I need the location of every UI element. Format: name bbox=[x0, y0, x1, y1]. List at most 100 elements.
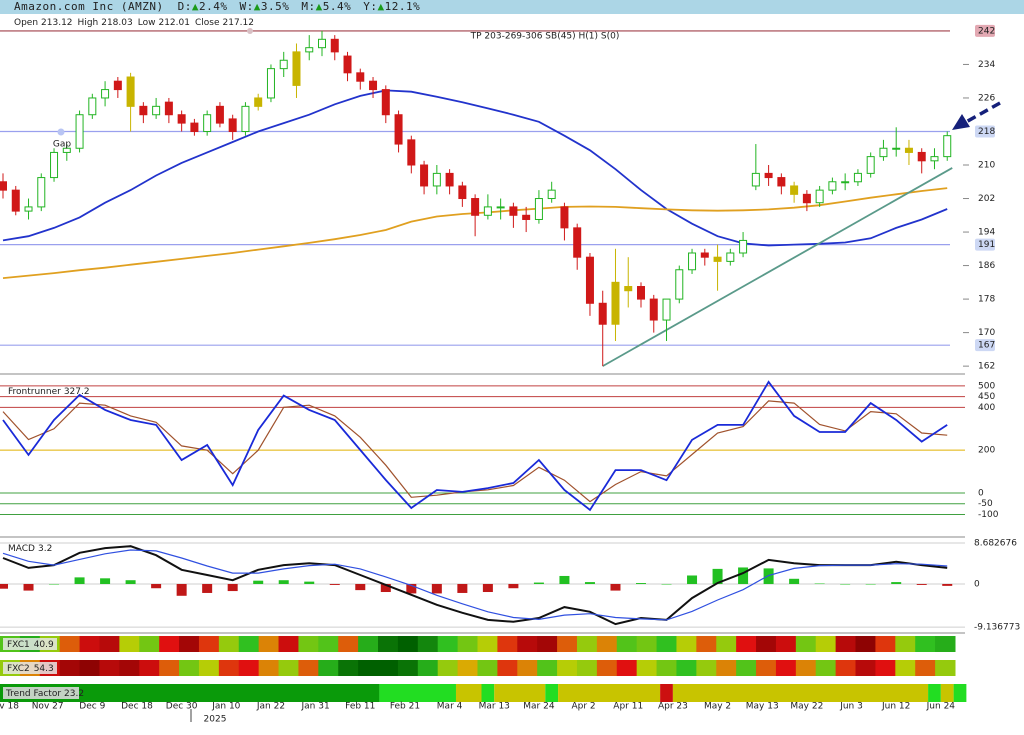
ohlc-label: Close bbox=[195, 18, 220, 28]
y-tick-label: -9.136773 bbox=[974, 623, 1020, 633]
heat-cell bbox=[676, 636, 697, 652]
level-label-box bbox=[975, 24, 995, 37]
heat-cell bbox=[218, 636, 240, 652]
histogram-bar bbox=[738, 567, 749, 584]
heat-cell bbox=[596, 636, 618, 652]
x-tick-label: Jan 31 bbox=[301, 702, 330, 712]
candle-body bbox=[598, 302, 607, 325]
histogram-bar bbox=[865, 583, 876, 585]
change-arrow: ▲ bbox=[192, 0, 199, 13]
heat-cell bbox=[198, 636, 220, 652]
histogram-bar bbox=[49, 583, 60, 585]
candle-body bbox=[394, 114, 403, 145]
heat-cell bbox=[656, 636, 677, 652]
candle-body bbox=[777, 177, 786, 187]
histogram-bar bbox=[202, 583, 213, 593]
heat-cell bbox=[696, 636, 717, 652]
heat-cell bbox=[557, 636, 578, 652]
macd-line bbox=[2, 545, 948, 626]
x-tick-label: May 13 bbox=[746, 702, 779, 712]
heat-cell bbox=[835, 660, 857, 676]
trend-segment bbox=[481, 684, 495, 702]
histogram-bar bbox=[687, 575, 698, 584]
x-tick-label: Apr 11 bbox=[613, 702, 643, 712]
heat-cell bbox=[636, 636, 658, 652]
candle-body bbox=[432, 172, 441, 187]
heat-cell bbox=[775, 660, 797, 676]
histogram-bar bbox=[763, 568, 774, 584]
candle-body bbox=[343, 55, 352, 74]
panel-name: Trend Factor bbox=[5, 689, 61, 699]
panel-name: FXC1 bbox=[7, 640, 30, 650]
signal-arrow-head bbox=[952, 114, 970, 130]
candle-body bbox=[547, 189, 556, 200]
y-tick-label: -100 bbox=[978, 510, 999, 520]
y-tick-label: 202 bbox=[978, 194, 995, 204]
heat-cell bbox=[159, 636, 180, 652]
trend-segment bbox=[672, 684, 929, 702]
candle-body bbox=[369, 80, 378, 91]
x-tick-label: Apr 2 bbox=[571, 702, 595, 712]
histogram-bar bbox=[891, 582, 902, 584]
panel-label-box bbox=[3, 638, 57, 650]
y-tick-label: 0 bbox=[974, 579, 980, 589]
x-tick-label: May 22 bbox=[790, 702, 823, 712]
candle-body bbox=[917, 151, 926, 162]
signal-arrow bbox=[965, 101, 1001, 124]
candle-body bbox=[688, 252, 697, 271]
heat-cell bbox=[756, 660, 777, 676]
heat-cell bbox=[298, 636, 319, 652]
candle-body bbox=[764, 172, 773, 179]
panel-label-box bbox=[3, 662, 57, 674]
candle-body bbox=[24, 206, 33, 212]
x-year-label: 2025 bbox=[204, 715, 227, 725]
histogram-bar bbox=[584, 582, 595, 584]
heat-cell bbox=[139, 636, 160, 652]
header-text: Amazon.com Inc (AMZN) D:▲2.4% W:▲3.5% M:▲5.… bbox=[14, 0, 420, 13]
histogram-bar bbox=[329, 583, 340, 585]
heat-cell bbox=[716, 660, 737, 676]
heat-cell bbox=[855, 636, 876, 652]
panel-title: FXC1 40.9 bbox=[7, 640, 54, 650]
x-tick-label: Apr 23 bbox=[658, 702, 688, 712]
panel-name: FXC2 bbox=[7, 664, 30, 674]
trend-segment bbox=[545, 684, 559, 702]
histogram-bar bbox=[712, 568, 723, 584]
heat-cell bbox=[99, 636, 120, 652]
candle-body bbox=[496, 206, 505, 209]
histogram-bar bbox=[814, 583, 825, 585]
histogram-bar bbox=[942, 583, 953, 586]
gap-marker bbox=[57, 128, 65, 136]
trendline bbox=[602, 167, 953, 367]
heat-cell bbox=[119, 636, 140, 652]
heat-cell bbox=[59, 660, 81, 676]
ohlc-label: High bbox=[78, 18, 99, 28]
ohlc-value: 213.12 bbox=[41, 18, 73, 28]
histogram-bar bbox=[253, 580, 264, 584]
y-tick-label: 162 bbox=[978, 362, 995, 372]
panel-value: 3.2 bbox=[38, 544, 52, 554]
candle-body bbox=[841, 181, 850, 184]
macd-line bbox=[2, 549, 948, 621]
candle-body bbox=[381, 89, 390, 116]
heat-cell bbox=[358, 660, 379, 676]
candle-body bbox=[726, 252, 735, 262]
panel-title: MACD 3.2 bbox=[8, 544, 52, 554]
grid-layer bbox=[0, 30, 969, 628]
heat-cell bbox=[557, 660, 578, 676]
y-tick-label: 194 bbox=[978, 228, 995, 238]
heat-cell bbox=[417, 660, 439, 676]
histogram-bar bbox=[23, 583, 34, 591]
panel-value: 40.9 bbox=[34, 640, 54, 650]
y-tick-label: 8.682676 bbox=[974, 538, 1017, 548]
level-label: 191 bbox=[978, 240, 995, 250]
candle-body bbox=[292, 51, 301, 86]
histogram-bar bbox=[406, 583, 417, 594]
change-value: 5.4% bbox=[323, 0, 352, 13]
candle-body bbox=[190, 122, 199, 132]
heat-cell bbox=[875, 636, 896, 652]
histogram-bar bbox=[636, 583, 646, 584]
heat-cell bbox=[716, 636, 737, 652]
x-tick-label: Jun 3 bbox=[839, 702, 863, 712]
